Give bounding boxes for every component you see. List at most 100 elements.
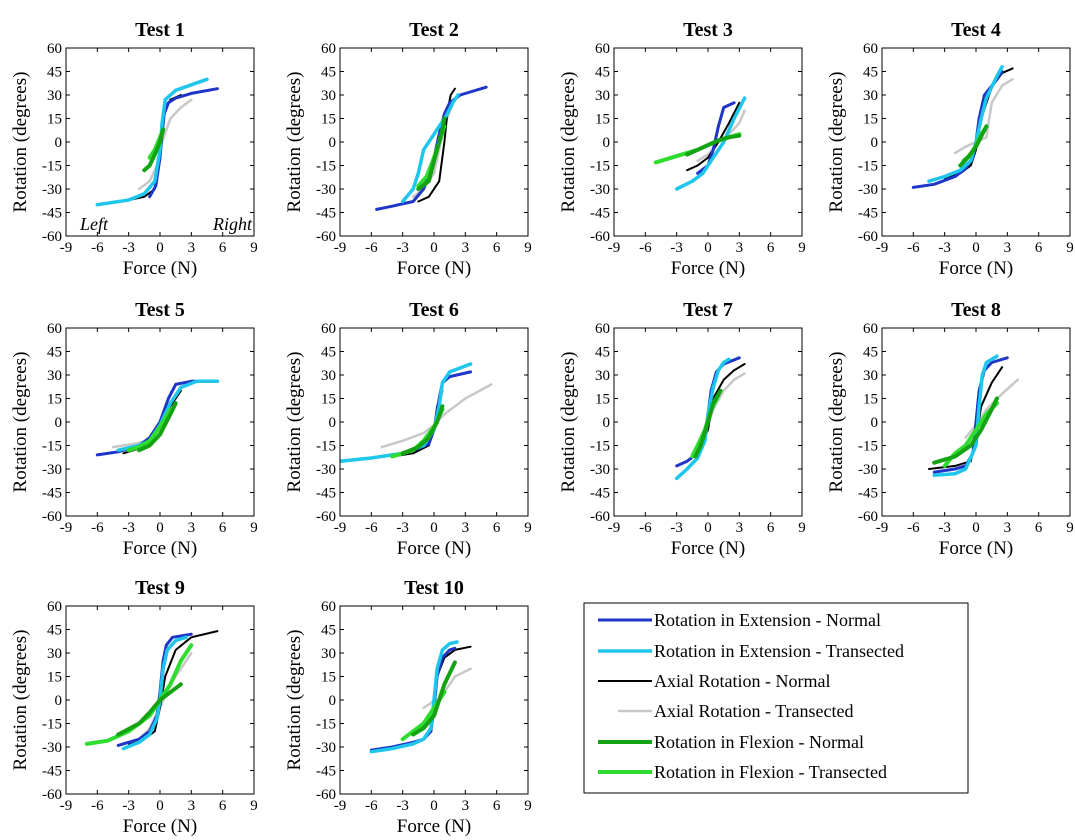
x-tick-label: 9	[798, 520, 806, 536]
x-tick-label: 0	[972, 520, 980, 536]
x-tick-label: -9	[608, 240, 621, 256]
series-line	[693, 388, 723, 459]
series-line	[927, 65, 1004, 183]
series-line	[964, 378, 1020, 439]
y-tick-label: -45	[316, 206, 336, 222]
y-tick-label: 15	[47, 670, 62, 686]
y-tick-label: 45	[595, 65, 610, 81]
series-line	[400, 93, 460, 204]
x-tick-label: 6	[1035, 240, 1043, 256]
y-tick-label: -15	[316, 717, 336, 733]
x-tick-label: 3	[736, 240, 744, 256]
x-tick-label: 9	[524, 798, 532, 814]
y-tick-label: 60	[47, 321, 62, 337]
y-tick-label: 60	[47, 599, 62, 615]
x-axis-label: Force (N)	[939, 258, 1013, 279]
y-tick-label: -30	[42, 182, 62, 198]
x-tick-label: -6	[907, 520, 920, 536]
y-tick-label: 30	[321, 368, 336, 384]
series-line	[932, 356, 1009, 474]
y-tick-label: -45	[858, 486, 878, 502]
y-tick-label: -30	[316, 182, 336, 198]
x-tick-label: -6	[907, 240, 920, 256]
panel-title: Test 10	[404, 577, 464, 599]
panel-test-8: Test 8-9 -6 -3 0 3 6 9604530150-15-30-45-60For…	[826, 299, 1074, 559]
y-tick-label: 60	[321, 41, 336, 57]
y-tick-label: 45	[321, 345, 336, 361]
x-tick-label: 6	[1035, 520, 1043, 536]
series-line	[674, 357, 731, 481]
panel-test-3: Test 3-9 -6 -3 0 3 6 9604530150-15-30-45-60For…	[558, 19, 806, 279]
x-tick-label: 9	[524, 520, 532, 536]
y-tick-label: 45	[595, 345, 610, 361]
y-tick-label: -60	[590, 509, 610, 525]
annotation-left: Left	[79, 214, 109, 234]
x-tick-label: -9	[60, 520, 73, 536]
y-tick-label: 60	[321, 321, 336, 337]
x-tick-label: 0	[430, 798, 438, 814]
y-axis-label: Rotation (degrees)	[10, 352, 31, 493]
x-tick-label: -9	[334, 798, 347, 814]
x-axis-label: Force (N)	[123, 816, 197, 837]
y-tick-label: -45	[42, 486, 62, 502]
x-tick-label: -3	[122, 240, 135, 256]
series-group	[928, 354, 1020, 478]
series-line	[95, 77, 209, 207]
x-tick-label: -6	[639, 520, 652, 536]
y-axis-label: Rotation (degrees)	[284, 352, 305, 493]
series-group	[95, 77, 219, 207]
y-tick-label: 45	[47, 345, 62, 361]
y-tick-label: 0	[55, 135, 63, 151]
y-tick-label: -15	[316, 159, 336, 175]
y-tick-label: 0	[55, 415, 63, 431]
y-tick-label: -60	[42, 509, 62, 525]
x-tick-label: -3	[396, 240, 409, 256]
series-line	[932, 396, 999, 465]
y-tick-label: -30	[858, 182, 878, 198]
series-line	[127, 630, 219, 745]
x-tick-label: 3	[1004, 520, 1012, 536]
y-tick-label: 30	[863, 88, 878, 104]
x-tick-label: 3	[462, 520, 470, 536]
y-tick-label: -60	[858, 509, 878, 525]
y-tick-label: -45	[858, 206, 878, 222]
y-tick-label: -30	[316, 740, 336, 756]
y-tick-label: -45	[42, 764, 62, 780]
y-tick-label: -45	[590, 486, 610, 502]
x-tick-label: -3	[670, 240, 683, 256]
panel-title: Test 1	[135, 19, 185, 41]
y-tick-label: 60	[321, 599, 336, 615]
x-tick-label: -9	[60, 240, 73, 256]
y-tick-label: -60	[316, 787, 336, 803]
x-axis-label: Force (N)	[397, 258, 471, 279]
x-tick-label: 6	[767, 240, 775, 256]
y-tick-label: 30	[321, 646, 336, 662]
x-tick-label: -9	[608, 520, 621, 536]
y-axis-label: Rotation (degrees)	[10, 630, 31, 771]
x-tick-label: 9	[798, 240, 806, 256]
y-tick-label: 60	[595, 41, 610, 57]
annotation-right: Right	[212, 214, 253, 234]
x-tick-label: 9	[250, 798, 258, 814]
y-tick-label: 45	[47, 623, 62, 639]
series-group	[95, 379, 220, 457]
x-tick-label: 9	[1066, 520, 1074, 536]
x-tick-label: 0	[156, 798, 164, 814]
x-tick-label: -9	[334, 520, 347, 536]
series-line	[400, 404, 445, 456]
x-tick-label: 3	[188, 798, 196, 814]
panel-test-4: Test 4-9 -6 -3 0 3 6 9604530150-15-30-45-60For…	[826, 19, 1074, 279]
series-group	[375, 85, 488, 211]
y-tick-label: 15	[595, 392, 610, 408]
legend-label: Rotation in Flexion - Transected	[654, 762, 887, 782]
legend-label: Rotation in Extension - Transected	[654, 641, 904, 661]
y-tick-label: 0	[871, 415, 879, 431]
x-tick-label: 3	[188, 240, 196, 256]
y-tick-label: -60	[858, 229, 878, 245]
y-tick-label: 0	[871, 135, 879, 151]
y-axis-label: Rotation (degrees)	[826, 352, 847, 493]
x-tick-label: -6	[639, 240, 652, 256]
series-line	[340, 362, 473, 463]
x-tick-label: 9	[524, 240, 532, 256]
y-tick-label: -15	[316, 439, 336, 455]
